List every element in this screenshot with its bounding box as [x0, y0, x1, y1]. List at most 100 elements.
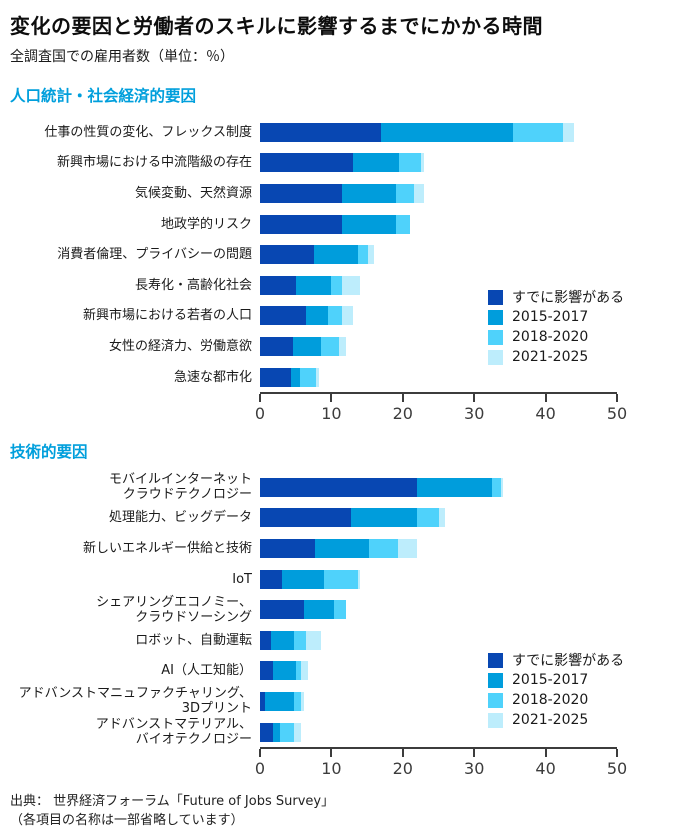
legend-item: 2018-2020 — [488, 327, 683, 347]
chart-row: 処理能力、ビッグデータ — [10, 503, 617, 534]
row-label: アドバンストマテリアル、 バイオテクノロジー — [95, 717, 252, 748]
axis-tick — [616, 749, 618, 757]
axis-tick — [473, 394, 476, 402]
chart-row: シェアリングエコノミー、 クラウドソーシング — [10, 594, 617, 625]
x-axis: 0 10 20 30 40 50 — [255, 747, 627, 778]
chart-row: 新しいエネルギー供給と技術 — [10, 533, 617, 564]
legend-label: 2015-2017 — [512, 309, 589, 325]
legend-swatch — [488, 672, 503, 688]
bar-segment — [315, 367, 319, 387]
bar-segment — [260, 275, 296, 295]
row-label: 仕事の性質の変化、フレックス制度 — [44, 124, 252, 140]
bar-segment — [397, 538, 418, 558]
row-label: モバイルインターネット クラウドテクノロジー — [108, 472, 252, 503]
legend-item: 2015-2017 — [488, 670, 683, 690]
chart-row: 気候変動、天然資源 — [10, 178, 617, 209]
bar-segment — [395, 214, 410, 234]
bar-segment — [260, 691, 265, 711]
legend-swatch — [488, 329, 503, 345]
legend-swatch — [488, 349, 503, 365]
bar-segment — [417, 477, 493, 497]
axis-tick-label: 20 — [392, 404, 413, 423]
bar-segment — [342, 306, 353, 326]
bar-segment — [439, 508, 445, 528]
bar-segment — [260, 630, 271, 650]
chart-row: アドバンストマニュファクチャリング、 3Dプリント — [10, 686, 617, 717]
axis-tick — [544, 749, 547, 757]
bar-segment — [260, 538, 315, 558]
legend-label: 2018-2020 — [512, 329, 589, 345]
axis-tick-label: 0 — [254, 759, 266, 778]
legend-item: 2021-2025 — [488, 347, 683, 367]
bar-segment — [327, 306, 343, 326]
bar-track — [260, 477, 617, 497]
bar-segment — [293, 691, 301, 711]
chart-row: 長寿化・高齢化社会 — [10, 270, 617, 301]
chart-row: 地政学的リスク — [10, 209, 617, 240]
row-label: 長寿化・高齢化社会 — [134, 277, 252, 293]
row-label: 新しいエネルギー供給と技術 — [82, 540, 252, 556]
bar-segment — [513, 122, 564, 142]
axis-tick-label: 10 — [321, 404, 342, 423]
bar-segment — [295, 275, 332, 295]
bar-segment — [279, 722, 295, 742]
row-label: 気候変動、天然資源 — [134, 185, 252, 201]
chart-row: 急速な都市化 — [10, 362, 617, 393]
bar-segment — [295, 661, 301, 681]
bar-segment — [260, 600, 304, 620]
bar-segment — [306, 306, 328, 326]
bar-segment — [260, 569, 283, 589]
axis-tick — [330, 394, 333, 402]
row-label: 女性の経済力、労働意欲 — [108, 338, 252, 354]
bar-rows: 仕事の性質の変化、フレックス制度 新興市場における中流階級の存在 気候変動、天然資源… — [10, 117, 617, 392]
legend-item: 2021-2025 — [488, 710, 683, 730]
row-label: 急速な都市化 — [173, 369, 252, 385]
axis-tick-label: 50 — [606, 759, 628, 778]
section-title-demographic: 人口統計・社会経済的要因 — [10, 87, 197, 105]
chart-row: IoT — [10, 564, 617, 595]
bar-segment — [413, 183, 425, 203]
bar-segment — [320, 336, 339, 356]
axis-tick-label: 30 — [464, 759, 485, 778]
row-label: 消費者倫理、プライバシーの問題 — [57, 247, 252, 263]
axis-tick — [259, 749, 261, 757]
bar-segment — [303, 600, 334, 620]
bar-track — [260, 122, 617, 142]
bar-segment — [342, 183, 396, 203]
axis-tick-label: 30 — [464, 404, 485, 423]
axis-tick-label: 40 — [535, 759, 556, 778]
bar-track — [260, 336, 617, 356]
bar-segment — [300, 691, 305, 711]
bar-segment — [342, 275, 360, 295]
bar-segment — [272, 661, 296, 681]
bar-segment — [350, 508, 418, 528]
bar-segment — [417, 508, 440, 528]
legend-item: 2015-2017 — [488, 307, 683, 327]
chart-row: モバイルインターネット クラウドテクノロジー — [10, 472, 617, 503]
bar-segment — [260, 367, 291, 387]
legend: すでに影響がある 2015-2017 2018-2020 2021-2025 — [488, 650, 683, 730]
bar-segment — [260, 153, 353, 173]
bar-track — [260, 153, 617, 173]
bar-segment — [264, 691, 294, 711]
axis-tick — [330, 749, 333, 757]
bar-segment — [500, 477, 503, 497]
axis-tick-label: 20 — [392, 759, 413, 778]
bar-segment — [260, 477, 418, 497]
bar-segment — [260, 306, 307, 326]
bar-segment — [260, 661, 273, 681]
legend-label: すでに影響がある — [512, 290, 625, 306]
row-label: 処理能力、ビッグデータ — [108, 510, 252, 526]
bar-track — [260, 275, 617, 295]
bar-segment — [260, 722, 273, 742]
x-axis: 0 10 20 30 40 50 — [255, 392, 627, 423]
row-label: ロボット、自動運転 — [135, 632, 252, 648]
bar-track — [260, 600, 617, 620]
bar-track — [260, 245, 617, 265]
chart-row: ロボット、自動運転 — [10, 625, 617, 656]
chart-row: 仕事の性質の変化、フレックス制度 — [10, 117, 617, 148]
row-label: IoT — [232, 571, 252, 587]
bar-segment — [333, 600, 346, 620]
bar-track — [260, 722, 617, 742]
